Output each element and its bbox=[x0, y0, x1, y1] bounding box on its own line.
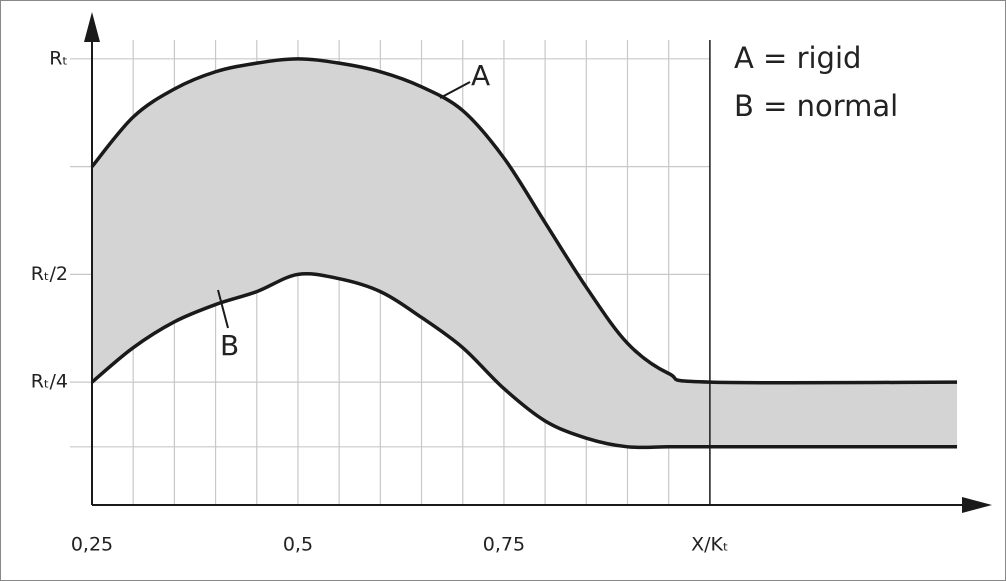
x-tick-label: X/Kₜ bbox=[691, 534, 728, 556]
legend-entry: A = rigid bbox=[734, 41, 861, 75]
legend-entry: B = normal bbox=[734, 89, 898, 123]
series-line bbox=[90, 271, 958, 450]
x-tick-label: 0,5 bbox=[283, 534, 313, 556]
x-tick-label: 0,25 bbox=[71, 534, 113, 556]
x-axis-arrow bbox=[962, 497, 992, 513]
y-tick-label: Rₜ/4 bbox=[31, 371, 68, 393]
series-line bbox=[90, 57, 958, 385]
annotation-leader bbox=[439, 81, 471, 99]
series-label: A bbox=[471, 59, 490, 92]
y-tick-label: Rₜ/2 bbox=[31, 263, 68, 285]
plot-area bbox=[90, 40, 958, 505]
annotation-leader bbox=[217, 289, 229, 329]
y-axis-arrow bbox=[84, 12, 100, 42]
band-fill bbox=[92, 58, 958, 448]
series-label: B bbox=[220, 329, 239, 362]
y-tick-label: Rₜ bbox=[49, 47, 68, 69]
x-tick-label: 0,75 bbox=[483, 534, 525, 556]
